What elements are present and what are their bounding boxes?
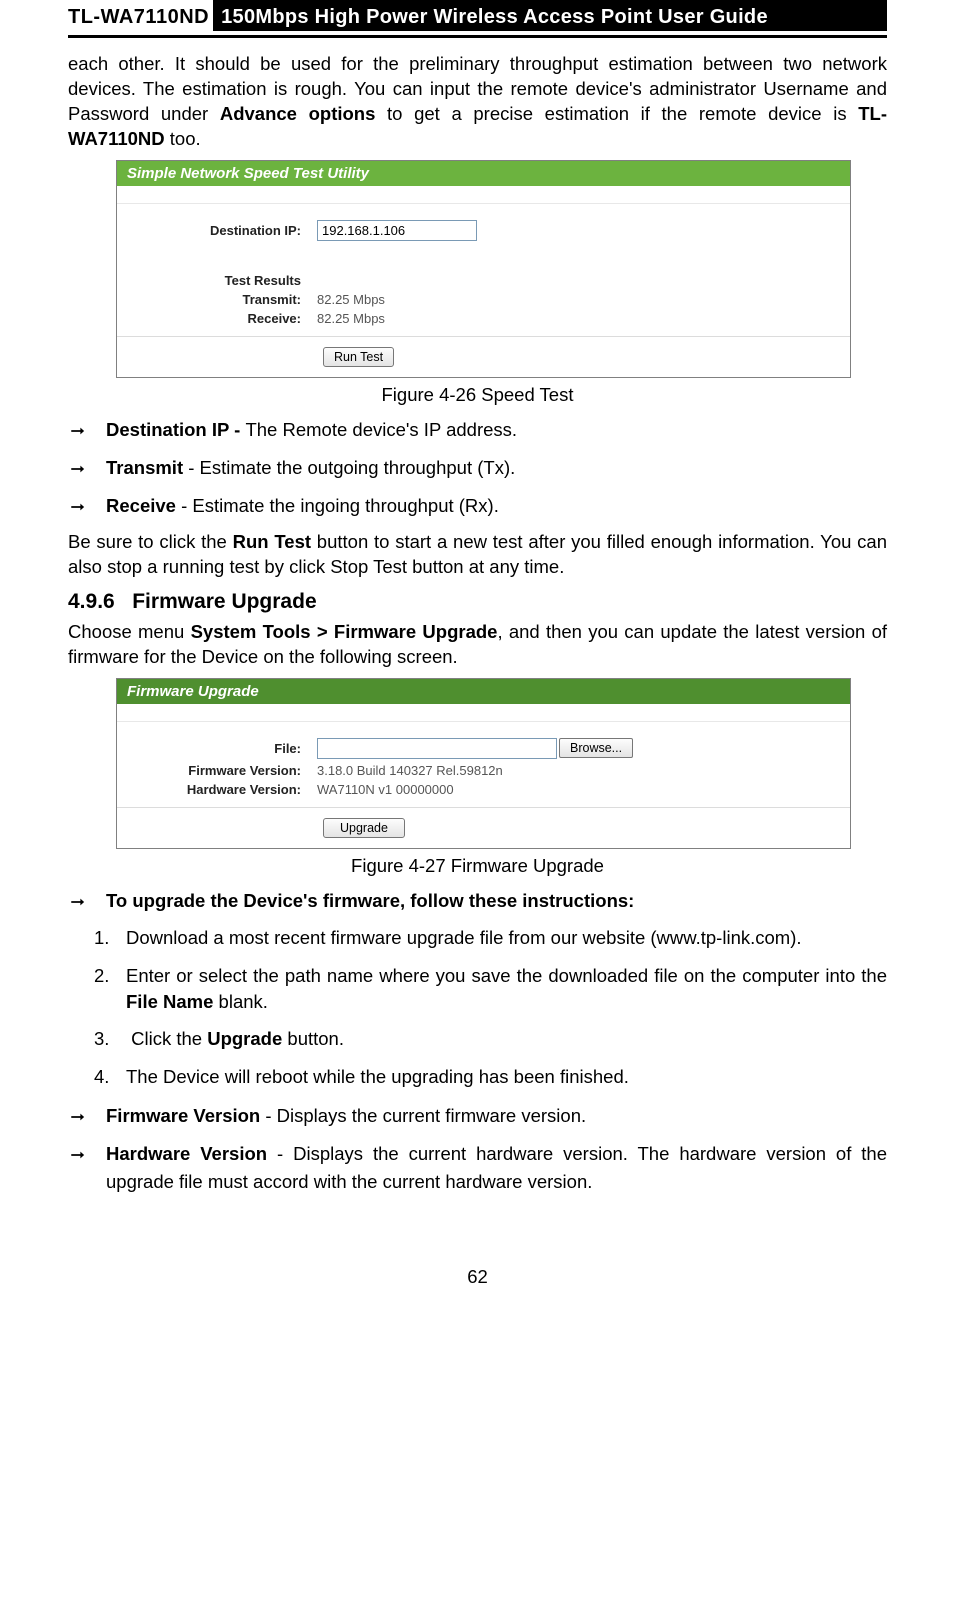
file-label: File: [127,741,317,756]
bullet-hwv: Hardware Version - Displays the current … [72,1140,887,1196]
bullet-b: Destination IP - [106,419,245,440]
s2b: File Name [126,991,213,1012]
bullet-b: Firmware Version [106,1105,260,1126]
dest-ip-input[interactable] [317,220,477,241]
bullet-t: - Displays the current firmware version. [260,1105,586,1126]
dest-ip-row: Destination IP: [127,220,840,241]
s2c: blank. [213,991,268,1012]
s4: The Device will reboot while the upgradi… [126,1066,629,1087]
bullet-t: - Estimate the ingoing throughput (Rx). [176,495,499,516]
transmit-row: Transmit: 82.25 Mbps [127,292,840,307]
bullet-transmit: Transmit - Estimate the outgoing through… [72,454,887,482]
fwv-label: Firmware Version: [127,763,317,778]
cm-b: System Tools > Firmware Upgrade [191,621,498,642]
file-row: File: Browse... [127,738,840,759]
page-number: 62 [68,1266,887,1288]
transmit-label: Transmit: [127,292,317,307]
firmware-upgrade-panel: Firmware Upgrade File: Browse... Firmwar… [116,678,851,849]
figure-427-caption: Figure 4-27 Firmware Upgrade [68,855,887,877]
header-model: TL-WA7110ND [68,0,213,31]
cm-a: Choose menu [68,621,191,642]
speed-panel-footer: Run Test [117,336,850,377]
run-test-button[interactable]: Run Test [323,347,394,367]
s3a: Click the [126,1028,207,1049]
speed-test-panel: Simple Network Speed Test Utility Destin… [116,160,851,378]
step-4: The Device will reboot while the upgradi… [94,1064,887,1090]
s1: Download a most recent firmware upgrade … [126,927,802,948]
s3b: Upgrade [207,1028,282,1049]
fw-panel-body: File: Browse... Firmware Version: 3.18.0… [117,722,850,807]
hwv-label: Hardware Version: [127,782,317,797]
dest-ip-label: Destination IP: [127,223,317,238]
receive-row: Receive: 82.25 Mbps [127,311,840,326]
rt-a: Be sure to click the [68,531,233,552]
version-bullet-list: Firmware Version - Displays the current … [68,1102,887,1196]
bullet-t: - Estimate the outgoing throughput (Tx). [183,457,515,478]
step-3: Click the Upgrade button. [94,1026,887,1052]
step-2: Enter or select the path name where you … [94,963,887,1015]
fw-panel-title: Firmware Upgrade [117,679,850,704]
receive-value: 82.25 Mbps [317,311,385,326]
transmit-value: 82.25 Mbps [317,292,385,307]
upgrade-head-list: To upgrade the Device's firmware, follow… [68,887,887,915]
speed-panel-title: Simple Network Speed Test Utility [117,161,850,186]
receive-label: Receive: [127,311,317,326]
fwv-value: 3.18.0 Build 140327 Rel.59812n [317,763,503,778]
section-title: Firmware Upgrade [132,590,316,613]
section-496-heading: 4.9.6 Firmware Upgrade [68,590,887,614]
header-title: 150Mbps High Power Wireless Access Point… [213,0,887,31]
choose-menu-paragraph: Choose menu System Tools > Firmware Upgr… [68,620,887,670]
hwv-value: WA7110N v1 00000000 [317,782,454,797]
section-num: 4.9.6 [68,590,115,613]
speed-bullet-list: Destination IP - The Remote device's IP … [68,416,887,520]
intro-text2: to get a precise estimation if the remot… [375,103,858,124]
results-row: Test Results [127,273,840,288]
bullet-t: The Remote device's IP address. [245,419,517,440]
intro-paragraph: each other. It should be used for the pr… [68,52,887,152]
bullet-fwv: Firmware Version - Displays the current … [72,1102,887,1130]
intro-text3: too. [165,128,201,149]
bullet-b: Hardware Version [106,1143,267,1164]
fw-panel-footer: Upgrade [117,807,850,848]
panel-strip [117,704,850,722]
hwv-row: Hardware Version: WA7110N v1 00000000 [127,782,840,797]
upgrade-steps: Download a most recent firmware upgrade … [68,925,887,1090]
s2a: Enter or select the path name where you … [126,965,887,986]
bullet-dest-ip: Destination IP - The Remote device's IP … [72,416,887,444]
bullet-receive: Receive - Estimate the ingoing throughpu… [72,492,887,520]
bullet-b: Receive [106,495,176,516]
upgrade-head-text: To upgrade the Device's firmware, follow… [106,890,634,911]
upgrade-button[interactable]: Upgrade [323,818,405,838]
bullet-b: Transmit [106,457,183,478]
page-header: TL-WA7110ND 150Mbps High Power Wireless … [68,0,887,31]
upgrade-instructions-head: To upgrade the Device's firmware, follow… [72,887,887,915]
run-test-paragraph: Be sure to click the Run Test button to … [68,530,887,580]
step-1: Download a most recent firmware upgrade … [94,925,887,951]
header-rule [68,35,887,38]
browse-button[interactable]: Browse... [559,738,633,758]
file-input[interactable] [317,738,557,759]
speed-panel-body: Destination IP: Test Results Transmit: 8… [117,204,850,336]
panel-strip [117,186,850,204]
fwv-row: Firmware Version: 3.18.0 Build 140327 Re… [127,763,840,778]
page-root: TL-WA7110ND 150Mbps High Power Wireless … [0,0,955,1328]
s3c: button. [282,1028,344,1049]
results-label: Test Results [127,273,317,288]
figure-426-caption: Figure 4-26 Speed Test [68,384,887,406]
rt-b: Run Test [233,531,311,552]
intro-advance-options: Advance options [220,103,376,124]
